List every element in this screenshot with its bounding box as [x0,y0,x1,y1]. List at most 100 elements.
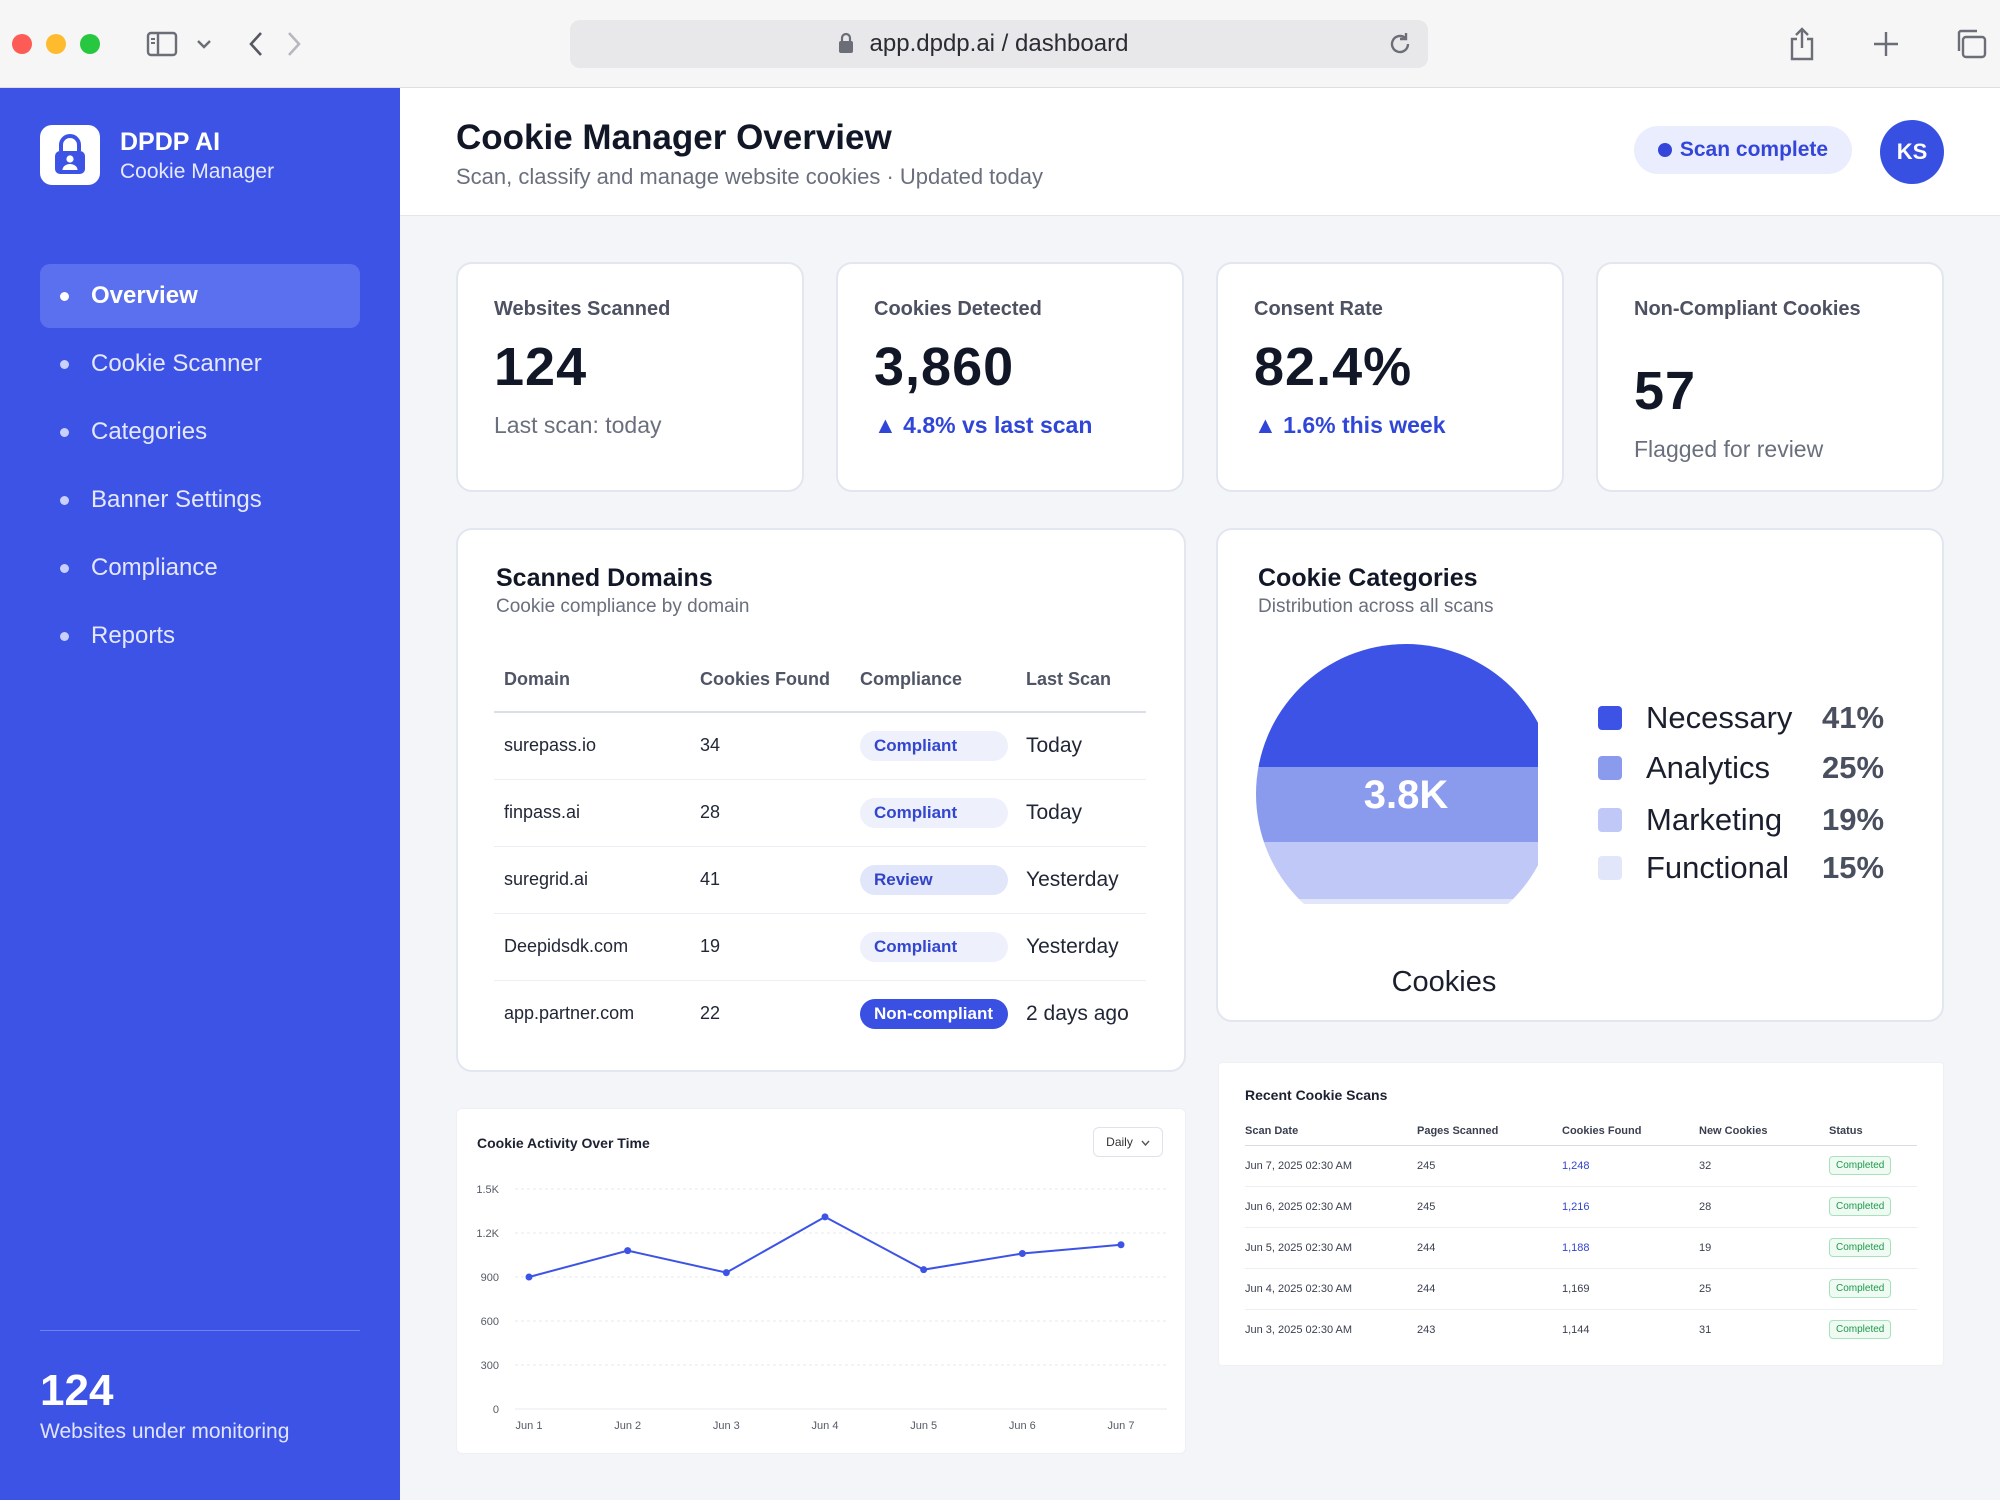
table-row[interactable]: Jun 4, 2025 02:30 AM 244 1,169 25 Comple… [1245,1268,1917,1310]
data-point[interactable] [920,1266,928,1274]
table-row[interactable]: Jun 7, 2025 02:30 AM 245 1,248 32 Comple… [1245,1145,1917,1187]
status-badge: Completed [1829,1279,1892,1298]
data-point[interactable] [624,1247,632,1255]
kpi-label: Non-Compliant Cookies [1634,298,1861,320]
table-row[interactable]: app.partner.com 22 Non-compliant 2 days … [494,980,1146,1047]
compliance-cell: Review [850,846,1016,914]
line-chart: 0 300 600 900 1.2K 1.5K Jun 1 Jun 2 Jun 3 Jun 4 Ju… [476,1184,1167,1432]
minimize-window-button[interactable] [46,34,66,54]
table-row[interactable]: Jun 6, 2025 02:30 AM 245 1,216 28 Comple… [1245,1186,1917,1228]
page-title: Cookie Manager Overview [456,118,892,157]
column-header[interactable]: Domain [494,648,690,713]
table-row[interactable]: Jun 3, 2025 02:30 AM 243 1,144 31 Comple… [1245,1309,1917,1350]
new-cookies-cell: 19 [1699,1227,1829,1269]
legend-percent: 19% [1822,802,1885,837]
sidebar-item-label: Banner Settings [91,486,262,513]
sidebar-item-reports[interactable]: Reports [40,604,360,668]
x-tick-label: Jun 3 [713,1420,740,1432]
category-band-necessary [1256,644,1538,767]
kpi-card-websites: Websites Scanned 124 Last scan: today [456,262,804,492]
column-header[interactable]: Cookies Found [690,648,850,713]
sidebar-item-categories[interactable]: Categories [40,400,360,464]
table-row[interactable]: Deepidsdk.com 19 Compliant Yesterday [494,913,1146,981]
compliance-cell: Compliant [850,779,1016,847]
table-row[interactable]: finpass.ai 28 Compliant Today [494,779,1146,847]
share-icon[interactable] [1786,26,1818,62]
status-badge: Completed [1829,1197,1892,1216]
scanned-domains-card: Scanned Domains Cookie compliance by dom… [456,528,1186,1072]
table-row[interactable]: Jun 5, 2025 02:30 AM 244 1,188 19 Comple… [1245,1227,1917,1269]
x-tick-label: Jun 6 [1009,1420,1036,1432]
last-scan-cell: Today [1016,779,1146,847]
sidebar-item-banner-settings[interactable]: Banner Settings [40,468,360,532]
new-tab-icon[interactable] [1870,26,1902,62]
cookies-found-link[interactable]: 1,188 [1562,1227,1699,1269]
table-row[interactable]: suregrid.ai 41 Review Yesterday [494,846,1146,914]
legend-label: Necessary [1646,700,1793,735]
address-bar[interactable]: app.dpdp.ai / dashboard [570,20,1428,68]
data-point[interactable] [1117,1241,1125,1249]
recent-scans-table: Scan Date Pages Scanned Cookies Found Ne… [1245,1117,1917,1350]
column-header[interactable]: Scan Date [1245,1117,1417,1146]
forward-icon[interactable] [282,26,306,62]
status-cell: Completed [1829,1186,1917,1228]
lock-icon [838,32,854,59]
sidebar-item-overview[interactable]: Overview [40,264,360,328]
column-header[interactable]: Status [1829,1117,1917,1146]
sidebar-item-cookie-scanner[interactable]: Cookie Scanner [40,332,360,396]
reload-icon[interactable] [1386,30,1414,63]
data-point[interactable] [821,1213,829,1221]
data-point[interactable] [525,1273,533,1281]
column-header[interactable]: Compliance [850,648,1016,713]
kpi-label: Websites Scanned [494,298,671,320]
table-row[interactable]: surepass.io 34 Compliant Today [494,712,1146,780]
domain-cell: app.partner.com [504,1003,635,1024]
x-tick-label: Jun 5 [910,1420,937,1432]
cookies-found-link[interactable]: 1,248 [1562,1145,1699,1187]
data-point[interactable] [722,1269,730,1277]
compliance-badge: Non-compliant [860,998,1008,1029]
column-header[interactable]: Pages Scanned [1417,1117,1562,1146]
scan-date-cell: Jun 7, 2025 02:30 AM [1245,1145,1417,1187]
compliance-badge: Compliant [860,730,1008,761]
kpi-value: 3,860 [874,337,1015,397]
pages-cell: 245 [1417,1186,1562,1228]
sidebar-item-label: Overview [91,282,198,309]
column-header[interactable]: Cookies Found [1562,1117,1699,1146]
cookies-found-cell: 1,144 [1562,1323,1590,1336]
sidebar-item-label: Compliance [91,554,218,581]
avatar[interactable]: KS [1880,120,1944,184]
column-header[interactable]: New Cookies [1699,1117,1829,1146]
y-tick-label: 300 [481,1360,499,1372]
sidebar-toggle-icon[interactable] [144,26,180,62]
period-select[interactable]: Daily [1093,1127,1163,1157]
cookies-found-link[interactable]: 1,216 [1562,1186,1699,1228]
tab-overview-icon[interactable] [1954,26,1988,62]
monitored-count-label: Websites under monitoring [40,1420,290,1443]
legend-label: Analytics [1646,750,1771,785]
column-header[interactable]: Last Scan [1016,648,1146,713]
y-tick-label: 0 [493,1404,499,1416]
last-scan-cell: Yesterday [1016,913,1146,981]
maximize-window-button[interactable] [80,34,100,54]
cookies-cell: 34 [690,712,850,780]
section-title: Scanned Domains [496,564,713,592]
status-badge-label: Scan complete [1679,138,1829,161]
activity-chart-card: Cookie Activity Over Time Daily 0 300 600 9… [456,1108,1186,1454]
close-window-button[interactable] [12,34,32,54]
sidebar-item-label: Categories [91,418,208,445]
domains-table: Domain Cookies Found Compliance Last Sca… [494,648,1146,1047]
kpi-card-consent: Consent Rate 82.4% ▲ 1.6% this week [1216,262,1564,492]
kpi-card-cookies: Cookies Detected 3,860 ▲ 4.8% vs last sc… [836,262,1184,492]
back-icon[interactable] [244,26,268,62]
status-cell: Completed [1829,1268,1917,1310]
sidebar-item-compliance[interactable]: Compliance [40,536,360,600]
page-header: Cookie Manager Overview Scan, classify a… [400,88,2000,216]
legend-label: Functional [1646,850,1790,885]
domain-cell: suregrid.ai [494,846,690,914]
chevron-down-icon[interactable] [192,26,216,62]
data-point[interactable] [1018,1250,1026,1258]
legend-swatch [1598,706,1622,730]
kpi-trend: ▲ 4.8% vs last scan [874,412,1093,438]
kpi-value: 82.4% [1254,337,1413,397]
